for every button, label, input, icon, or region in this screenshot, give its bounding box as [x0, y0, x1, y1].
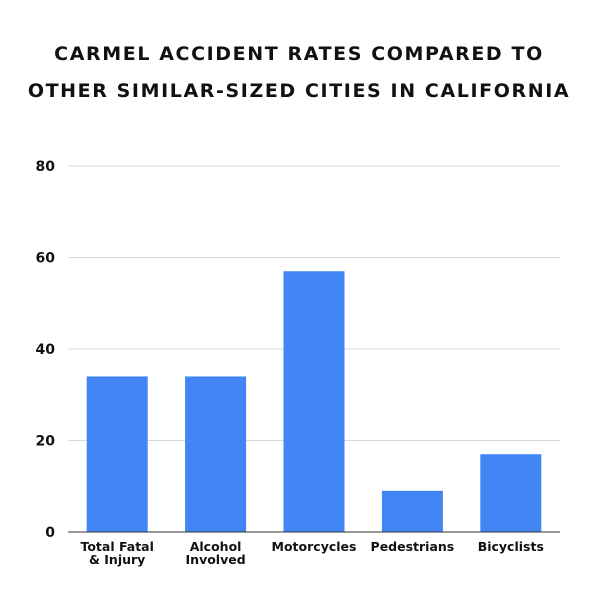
chart-title: CARMEL ACCIDENT RATES COMPARED TO OTHER … [28, 43, 570, 102]
chart-title-line-1: CARMEL ACCIDENT RATES COMPARED TO [54, 43, 544, 65]
y-tick-label: 60 [36, 251, 56, 267]
x-category-label: Motorcycles [272, 539, 357, 554]
y-tick-label: 20 [36, 434, 56, 450]
x-category-label: Pedestrians [371, 539, 455, 554]
y-tick-label: 80 [36, 159, 56, 175]
y-tick-label: 40 [36, 342, 56, 358]
x-category-label: Bicyclists [478, 539, 544, 554]
x-category-label: Total Fatal [80, 539, 153, 554]
bar [86, 376, 148, 532]
x-category-label: Alcohol [190, 539, 242, 554]
x-category-label: Involved [186, 552, 246, 567]
bar [185, 376, 247, 532]
y-tick-label: 0 [45, 525, 55, 541]
bar [283, 271, 345, 532]
x-category-label: & Injury [89, 552, 145, 567]
chart-title-line-2: OTHER SIMILAR-SIZED CITIES IN CALIFORNIA [28, 80, 570, 102]
bar [381, 490, 443, 532]
bars [86, 271, 542, 532]
y-axis-tick-labels: 0 20 40 60 80 [36, 159, 56, 541]
bar [480, 454, 542, 532]
